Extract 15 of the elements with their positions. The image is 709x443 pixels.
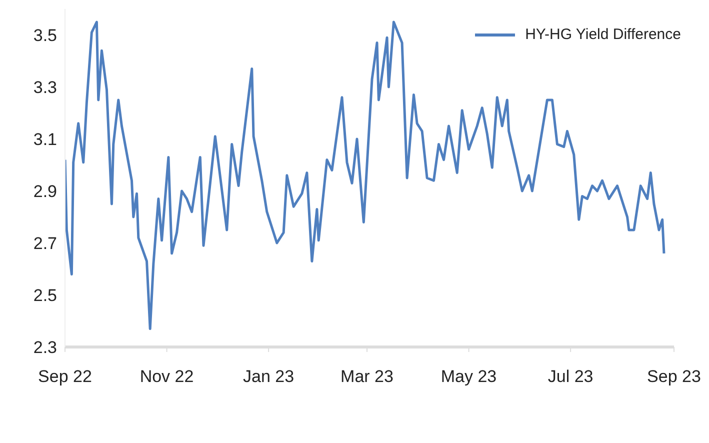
y-tick-label: 3.1 bbox=[33, 130, 57, 150]
y-tick-label: 3.3 bbox=[33, 78, 57, 98]
x-tick-label: May 23 bbox=[440, 367, 497, 386]
x-tick-label: Jan 23 bbox=[243, 367, 294, 386]
x-tick-label: Sep 23 bbox=[647, 367, 701, 386]
x-tick-label: Nov 22 bbox=[140, 367, 194, 386]
y-tick-label: 2.5 bbox=[33, 286, 57, 306]
x-tick-label: Sep 22 bbox=[38, 367, 92, 386]
y-tick-label: 2.9 bbox=[33, 182, 57, 202]
x-tick-label: Mar 23 bbox=[340, 367, 394, 386]
y-tick-label: 2.7 bbox=[33, 234, 57, 254]
y-tick-label: 3.5 bbox=[33, 26, 57, 46]
y-tick-label: 2.3 bbox=[33, 338, 57, 358]
legend-label: HY-HG Yield Difference bbox=[525, 26, 681, 43]
x-tick-label: Jul 23 bbox=[548, 367, 594, 386]
